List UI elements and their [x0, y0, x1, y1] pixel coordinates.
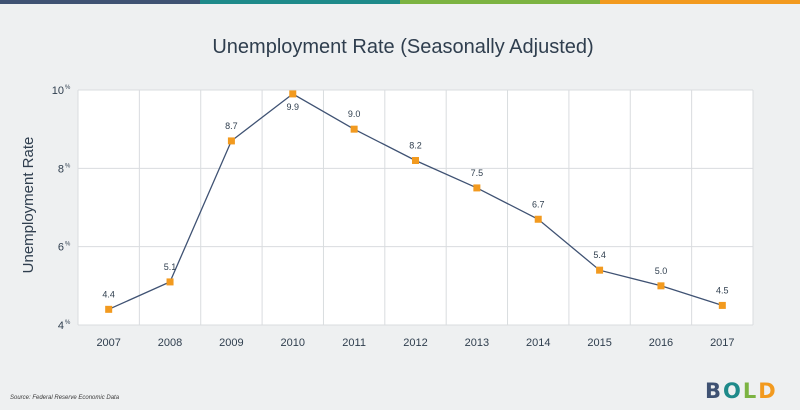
y-tick-unit: % [65, 85, 71, 91]
data-label: 9.9 [287, 102, 300, 112]
x-tick-labels: 2007 2008 2009 2010 2011 2012 2013 2014 2015 2016… [96, 337, 734, 349]
x-tick-label: 2010 [281, 337, 305, 349]
logo-letter-b: B [705, 379, 723, 403]
source-note: Source: Federal Reserve Economic Data [10, 395, 120, 401]
y-tick-labels: 10 %8 %6 %4% [52, 85, 71, 332]
data-point-marker [105, 305, 113, 313]
top-color-bar [0, 0, 800, 4]
y-tick-label: 6 [58, 242, 64, 254]
x-tick-label: 2012 [403, 337, 427, 349]
data-label: 5.0 [655, 266, 668, 276]
y-tick-label: 4 [58, 320, 64, 332]
y-tick-label: 10 [52, 85, 64, 97]
x-tick-label: 2007 [96, 337, 120, 349]
data-point-marker [657, 282, 665, 290]
data-markers [105, 90, 726, 313]
logo-letter-o: O [723, 379, 742, 403]
y-tick-label: 8 [58, 163, 64, 175]
data-point-marker [596, 266, 604, 274]
data-label: 6.7 [532, 199, 545, 209]
y-tick-unit: % [65, 242, 71, 248]
data-label: 7.5 [471, 168, 484, 178]
x-tick-label: 2013 [465, 337, 489, 349]
top-bar-segment-1 [200, 0, 400, 4]
top-bar-segment-2 [400, 0, 600, 4]
x-tick-label: 2009 [219, 337, 243, 349]
data-labels: 4.4 5.1 8.7 9.9 9.0 8.2 7.5 6.7 5.4 5.0 4.5 [102, 102, 728, 299]
x-tick-label: 2016 [649, 337, 673, 349]
data-point-marker [227, 137, 235, 145]
data-label: 5.1 [164, 262, 177, 272]
data-point-marker [412, 157, 419, 164]
y-tick-unit: % [65, 320, 71, 326]
top-bar-segment-3 [600, 0, 800, 4]
data-label: 4.4 [102, 289, 115, 299]
data-point-marker [166, 278, 174, 286]
bold-logo: B O L D [705, 379, 777, 403]
y-tick-unit: % [65, 163, 71, 169]
x-tick-label: 2017 [710, 337, 734, 349]
x-tick-label: 2011 [342, 337, 366, 349]
data-point-marker [289, 90, 297, 98]
data-point-marker [473, 184, 481, 192]
y-axis-label: Unemployment Rate [20, 137, 37, 274]
x-tick-label: 2014 [526, 337, 550, 349]
x-tick-label: 2008 [158, 337, 182, 349]
top-bar-segment-0 [0, 0, 200, 4]
data-label: 4.5 [716, 285, 729, 295]
data-point-marker [718, 301, 726, 309]
data-point-marker [534, 215, 542, 223]
logo-letter-d: D [758, 379, 777, 403]
logo-letter-l: L [742, 379, 758, 403]
x-tick-label: 2015 [587, 337, 611, 349]
data-label: 9.0 [348, 109, 361, 119]
plot-area [78, 90, 753, 325]
data-label: 8.7 [225, 121, 238, 131]
chart-title: Unemployment Rate (Seasonally Adjusted) [212, 36, 593, 58]
data-label: 8.2 [409, 141, 422, 151]
data-label: 5.4 [593, 250, 606, 260]
grid-lines [77, 89, 754, 326]
data-point-marker [350, 125, 358, 133]
